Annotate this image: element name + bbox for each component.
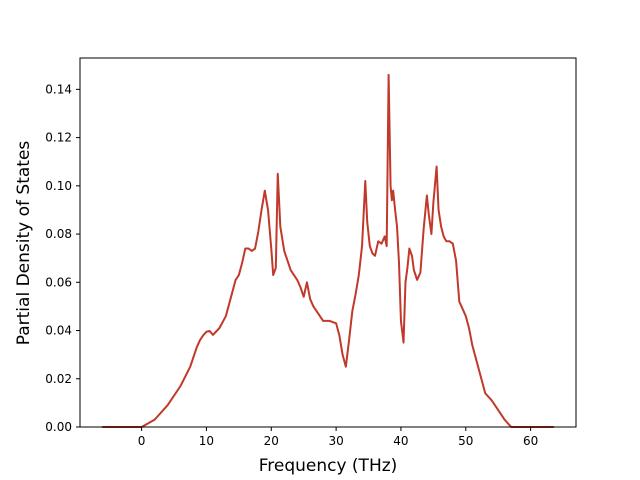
x-tick-label: 10 <box>199 434 214 448</box>
plot-area <box>101 73 555 428</box>
x-tick-label: 0 <box>138 434 146 448</box>
x-tick-label: 60 <box>523 434 538 448</box>
y-tick-label: 0.00 <box>45 420 72 434</box>
y-tick-label: 0.06 <box>45 275 72 289</box>
x-tick-label: 20 <box>264 434 279 448</box>
y-tick-label: 0.04 <box>45 324 72 338</box>
x-tick-label: 30 <box>328 434 343 448</box>
y-axis-label: Partial Density of States <box>14 141 34 346</box>
y-tick-label: 0.10 <box>45 179 72 193</box>
axes-frame <box>79 57 577 428</box>
y-tick-label: 0.12 <box>45 131 72 145</box>
x-tick-label: 50 <box>458 434 473 448</box>
series-line-0 <box>101 73 555 428</box>
axes: 0 10 20 30 40 50 60 0.00 0.02 0.04 0.06 0.08 0.10 0.1… <box>45 57 577 448</box>
y-tick-label: 0.08 <box>45 227 72 241</box>
x-axis-label: Frequency (THz) <box>259 456 398 476</box>
x-tick-label: 40 <box>393 434 408 448</box>
y-tick-label: 0.02 <box>45 372 72 386</box>
y-tick-label: 0.14 <box>45 82 72 96</box>
